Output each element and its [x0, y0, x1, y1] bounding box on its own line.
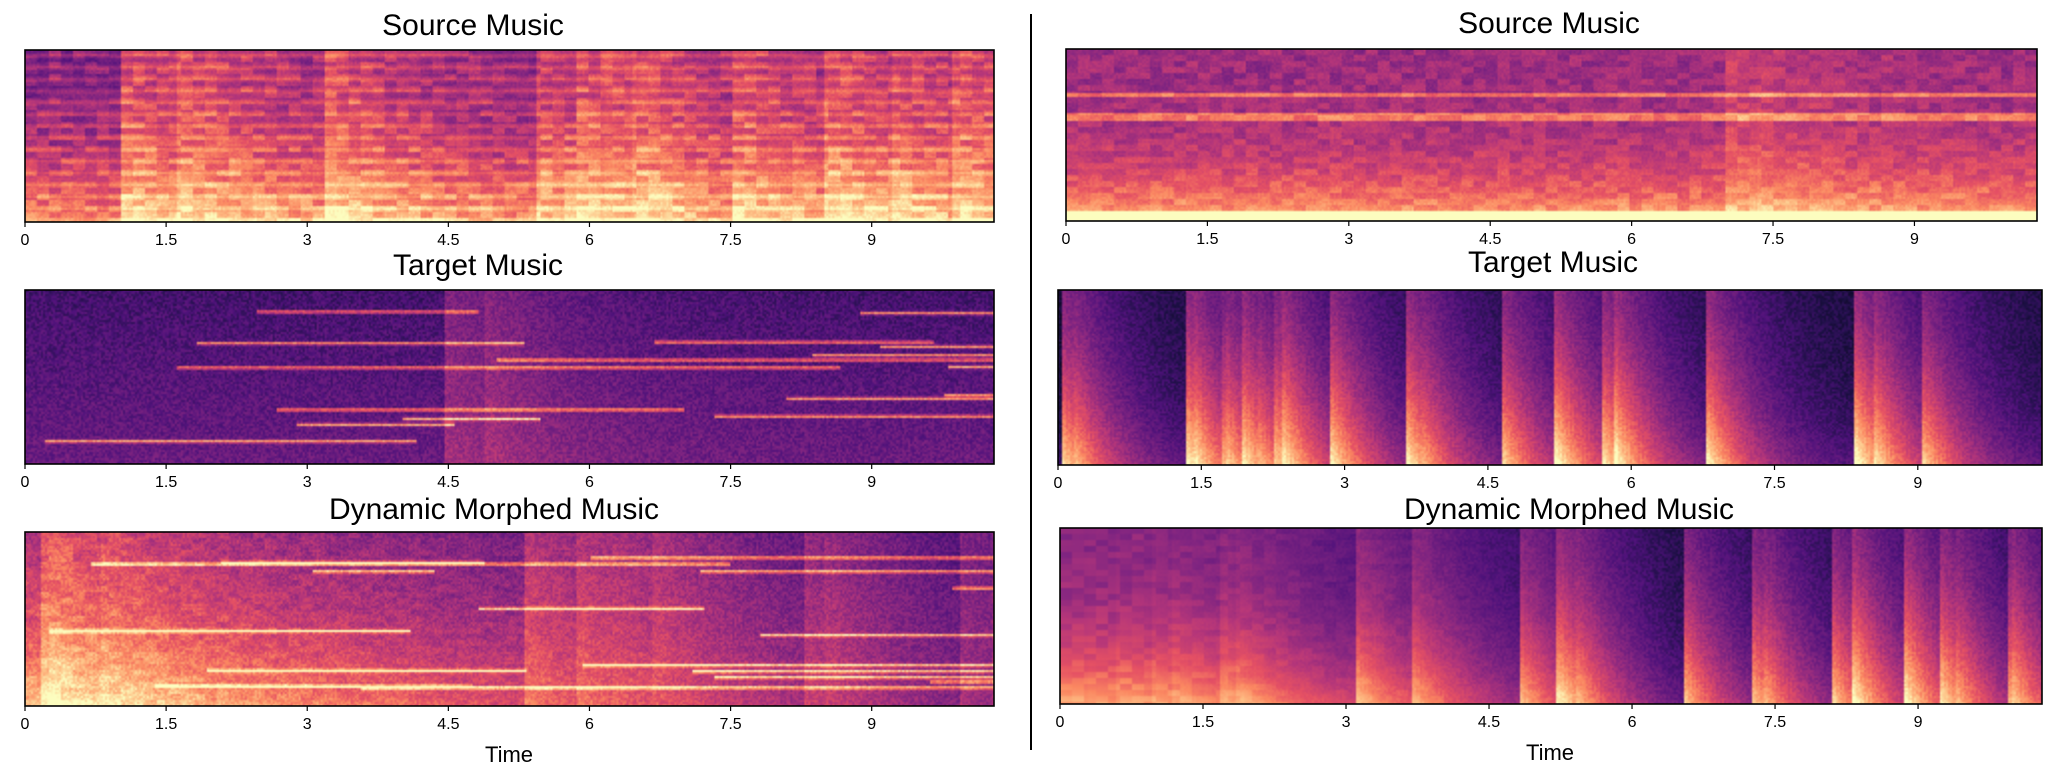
- spectrogram-plot: 0 1.5 3 4.5 6 7.5 9: [1054, 289, 2043, 492]
- x-axis-label: Time: [1526, 740, 1574, 765]
- x-tick-label: 9: [1913, 475, 1922, 492]
- x-tick-label: 9: [867, 716, 876, 733]
- x-tick-label: 7.5: [719, 474, 741, 491]
- plot-frame: [1059, 527, 2043, 705]
- x-tick-label: 6: [585, 232, 594, 249]
- x-tick-label: 3: [1344, 231, 1353, 248]
- x-tick-label: 7.5: [1764, 714, 1786, 731]
- x-tick-label: 0: [21, 474, 30, 491]
- panel-right-source: Source Music 0 1.5 3 4.5 6 7.5 9: [1062, 7, 2038, 248]
- plot-frame: [1057, 289, 2043, 466]
- plot-frame: [1065, 48, 2038, 222]
- x-tick-label: 6: [585, 716, 594, 733]
- x-tick-label: 7.5: [1763, 475, 1785, 492]
- x-tick-label: 6: [585, 474, 594, 491]
- x-tick-label: 3: [303, 232, 312, 249]
- spectrogram-heatmap: [1058, 290, 2042, 465]
- x-tick-label: 6: [1627, 231, 1636, 248]
- x-tick-label: 1.5: [155, 716, 177, 733]
- x-tick-label: 4.5: [437, 716, 459, 733]
- x-tick-label: 1.5: [1192, 714, 1214, 731]
- x-tick-label: 4.5: [1477, 475, 1499, 492]
- x-tick-label: 3: [1342, 714, 1351, 731]
- panel-title: Dynamic Morphed Music: [329, 493, 659, 526]
- x-axis-label: Time: [485, 742, 533, 767]
- x-tick-label: 0: [1056, 714, 1065, 731]
- x-tick-label: 7.5: [1762, 231, 1784, 248]
- x-tick-label: 9: [1914, 714, 1923, 731]
- panel-title: Source Music: [1458, 7, 1640, 40]
- spectrogram-plot: 0 1.5 3 4.5 6 7.5 9: [21, 531, 995, 733]
- x-tick-label: 1.5: [1190, 475, 1212, 492]
- x-tick-label: 0: [1054, 475, 1063, 492]
- panel-title: Target Music: [1468, 246, 1638, 279]
- x-tick-label: 3: [303, 474, 312, 491]
- x-tick-label: 1.5: [155, 232, 177, 249]
- spectrogram-heatmap: [1060, 528, 2042, 704]
- spectrogram-plot: 0 1.5 3 4.5 6 7.5 9: [21, 49, 995, 249]
- spectrogram-heatmap: [25, 290, 994, 464]
- x-tick-label: 6: [1628, 714, 1637, 731]
- x-tick-label: 1.5: [155, 474, 177, 491]
- x-tick-label: 0: [21, 716, 30, 733]
- x-tick-label: 0: [1062, 231, 1071, 248]
- x-tick-label: 9: [867, 474, 876, 491]
- plot-frame: [24, 49, 995, 223]
- panel-left-morphed: Dynamic Morphed Music 0 1.5 3 4.5 6 7.5 9 Time: [21, 493, 995, 767]
- plot-frame: [24, 289, 995, 465]
- x-tick-label: 0: [21, 232, 30, 249]
- spectrogram-plot: 0 1.5 3 4.5 6 7.5 9: [1062, 48, 2038, 248]
- x-tick-label: 3: [1340, 475, 1349, 492]
- spectrogram-plot: 0 1.5 3 4.5 6 7.5 9: [21, 289, 995, 491]
- x-tick-label: 7.5: [719, 232, 741, 249]
- panel-right-target: Target Music 0 1.5 3 4.5 6 7.5 9: [1054, 246, 2043, 492]
- x-tick-label: 4.5: [1479, 231, 1501, 248]
- x-tick-label: 7.5: [719, 716, 741, 733]
- panel-left-target: Target Music 0 1.5 3 4.5 6 7.5 9: [21, 249, 995, 491]
- panel-left-source: Source Music 0 1.5 3 4.5 6 7.5 9: [21, 9, 995, 249]
- x-tick-label: 4.5: [437, 232, 459, 249]
- x-tick-label: 9: [1910, 231, 1919, 248]
- x-tick-label: 4.5: [1478, 714, 1500, 731]
- panel-title: Target Music: [393, 249, 563, 282]
- x-tick-label: 3: [303, 716, 312, 733]
- x-tick-label: 4.5: [437, 474, 459, 491]
- x-tick-label: 6: [1627, 475, 1636, 492]
- x-tick-label: 1.5: [1196, 231, 1218, 248]
- spectrogram-heatmap: [25, 532, 994, 706]
- panel-title: Dynamic Morphed Music: [1404, 493, 1734, 526]
- spectrogram-heatmap: [25, 50, 994, 222]
- x-tick-label: 9: [867, 232, 876, 249]
- spectrogram-plot: 0 1.5 3 4.5 6 7.5 9: [1056, 527, 2043, 731]
- plot-frame: [24, 531, 995, 707]
- spectrogram-heatmap: [1066, 49, 2037, 221]
- panel-title: Source Music: [382, 9, 564, 42]
- panel-right-morphed: Dynamic Morphed Music 0 1.5 3 4.5 6 7.5 9 Time: [1056, 493, 2043, 765]
